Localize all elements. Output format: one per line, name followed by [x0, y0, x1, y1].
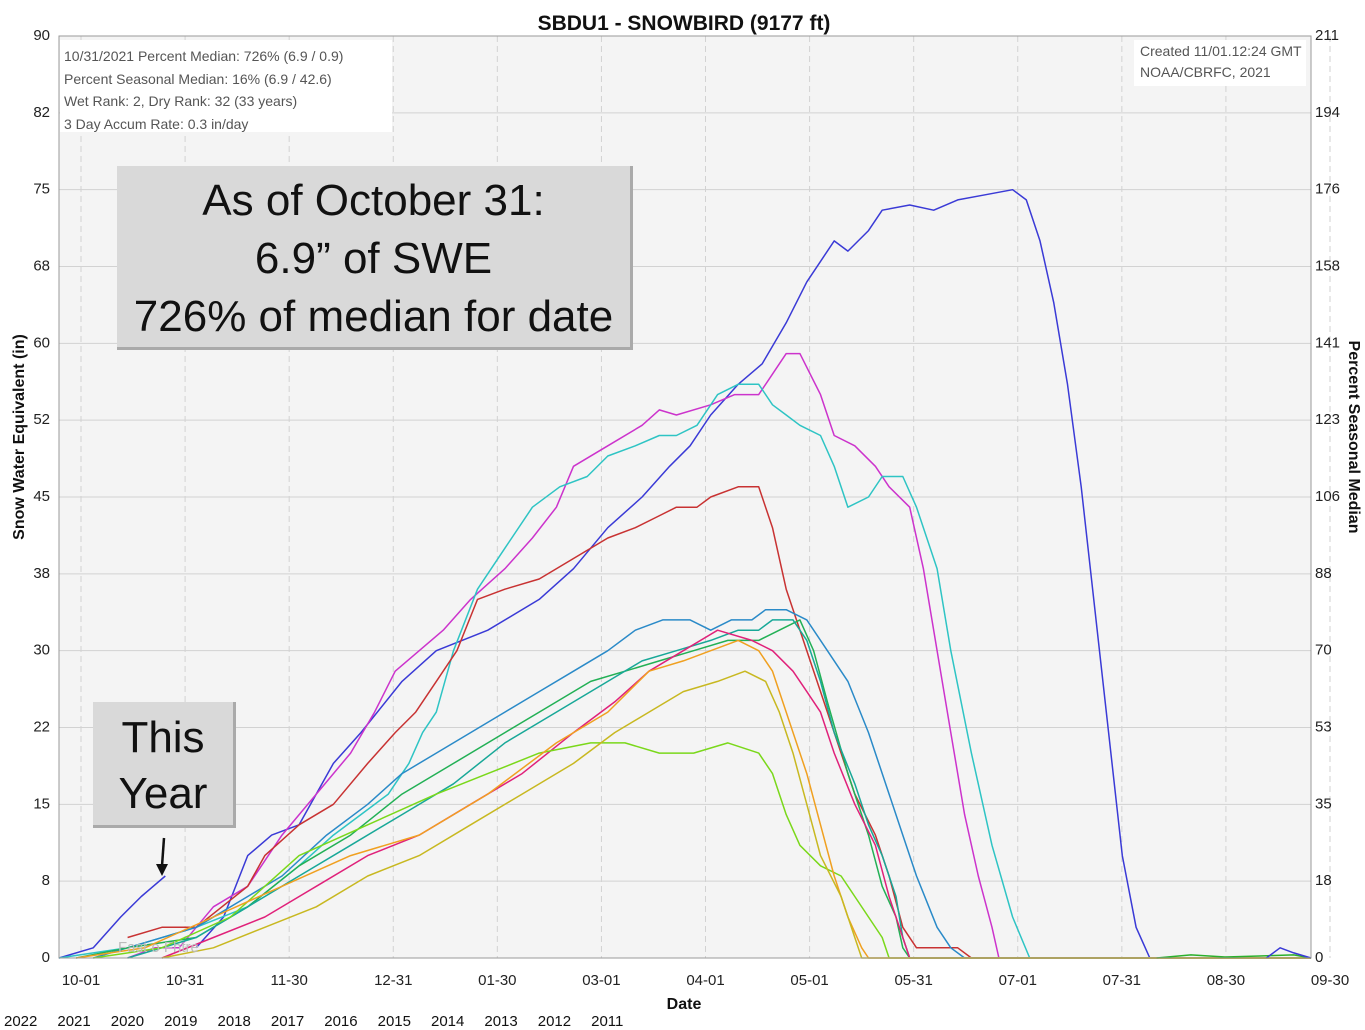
y-tick-label: 22 [33, 719, 50, 736]
series-line-3 [58, 383, 1311, 959]
this-year-callout: This Year [93, 702, 236, 828]
x-tick-label: 05-01 [790, 972, 828, 989]
legend-entry: 2019 [164, 1013, 198, 1030]
swe-callout-line: 726% of median for date [133, 292, 614, 341]
legend-entry: 2011 [591, 1013, 624, 1030]
credit-box [1134, 40, 1306, 86]
info-line: Percent Seasonal Median: 16% (6.9 / 42.6… [64, 71, 332, 87]
x-axis-label: Date [667, 996, 702, 1013]
x-tick-label: 05-31 [894, 972, 932, 989]
y2-tick-label: 194 [1315, 104, 1340, 121]
y2-tick-labels: 0 18 35 53 70 88 106 123 141 158 176 194 211 [1315, 27, 1340, 966]
x-tick-label: 03-01 [582, 972, 620, 989]
credit-line: NOAA/CBRFC, 2021 [1140, 64, 1271, 80]
legend-entry: 2012 [537, 1013, 572, 1030]
y-tick-label: 45 [33, 488, 50, 505]
series-line-6 [76, 619, 1311, 959]
y-tick-label: 52 [33, 411, 50, 428]
x-tick-label: 09-30 [1311, 972, 1349, 989]
y2-tick-label: 53 [1315, 719, 1332, 736]
legend-entry: 2013 [484, 1013, 518, 1030]
y-tick-label: 82 [33, 104, 50, 121]
y-tick-label: 60 [33, 334, 50, 351]
series-line-7 [127, 619, 1311, 959]
series-line-5 [93, 608, 1311, 959]
legend-entry: 2014 [431, 1013, 465, 1030]
series-line-8 [161, 629, 1311, 959]
y2-tick-label: 211 [1315, 27, 1339, 44]
y2-axis-label: Percent Seasonal Median [1345, 341, 1362, 534]
y-axis-label: Snow Water Equivalent (in) [11, 334, 28, 540]
y-tick-label: 38 [33, 565, 50, 582]
y-tick-label: 0 [42, 949, 50, 966]
legend-entry: 2020 [110, 1013, 145, 1030]
y2-tick-label: 18 [1315, 872, 1332, 889]
x-tick-label: 11-30 [271, 972, 308, 989]
y-tick-label: 15 [33, 795, 50, 812]
y-tick-label: 75 [33, 181, 50, 198]
swe-callout-line: As of October 31: [202, 176, 545, 225]
series-line-9 [93, 742, 1311, 959]
y2-tick-label: 0 [1315, 949, 1323, 966]
plot-border [58, 35, 1312, 959]
faint-label: Fast ο Fhtre [118, 939, 199, 956]
series-line-11 [161, 670, 1311, 959]
x-tick-label: 08-30 [1207, 972, 1245, 989]
x-tick-label: 01-30 [478, 972, 516, 989]
x-tick-label: 07-01 [999, 972, 1037, 989]
series-line-10 [76, 639, 1311, 959]
credit-line: Created 11/01.12:24 GMT [1140, 43, 1302, 59]
x-tick-label: 12-31 [374, 972, 412, 989]
legend-entry: 2017 [270, 1013, 305, 1030]
series-line-12 [1156, 954, 1312, 959]
y2-tick-label: 70 [1315, 642, 1332, 659]
x-tick-labels: 10-01 10-31 11-30 12-31 01-30 03-01 04-01 05-01… [62, 972, 1349, 989]
this-year-callout-line: Year [118, 769, 208, 818]
info-box [60, 40, 392, 132]
info-line: Wet Rank: 2, Dry Rank: 32 (33 years) [64, 93, 297, 109]
legend-entry: 2016 [324, 1013, 358, 1030]
series-line-1 [195, 188, 1311, 959]
legend-entry: 2022 [4, 1013, 38, 1030]
series-line-13 [1265, 947, 1312, 959]
y2-tick-label: 158 [1315, 258, 1340, 275]
legend-entry: 2015 [377, 1013, 411, 1030]
swe-callout-line: 6.9” of SWE [254, 234, 493, 283]
y-tick-label: 90 [33, 27, 50, 44]
series-lines [58, 188, 1312, 959]
y2-tick-label: 123 [1315, 411, 1340, 428]
x-tick-label: 04-01 [686, 972, 724, 989]
x-tick-label: 10-31 [166, 972, 204, 989]
y2-tick-label: 141 [1315, 334, 1340, 351]
series-line-0 [58, 875, 166, 959]
legend-entry: 2018 [217, 1013, 251, 1030]
y-tick-label: 68 [33, 258, 50, 275]
legend-entry: 2021 [57, 1013, 91, 1030]
y2-tick-label: 35 [1315, 795, 1332, 812]
this-year-callout-line: This [121, 713, 205, 762]
info-line: 10/31/2021 Percent Median: 726% (6.9 / 0… [64, 48, 343, 64]
y2-tick-label: 176 [1315, 181, 1340, 198]
y2-tick-label: 88 [1315, 565, 1332, 582]
legend: 2022 2021 2020 2019 2018 2017 2016 2015 2014 2013… [4, 1013, 643, 1030]
y-tick-label: 8 [42, 872, 50, 889]
y-tick-labels: 0 8 15 22 30 38 45 52 60 68 75 82 90 [33, 27, 50, 966]
this-year-arrowhead [156, 864, 168, 876]
x-tick-label: 07-31 [1103, 972, 1141, 989]
series-line-2 [127, 352, 1311, 959]
x-tick-label: 10-01 [62, 972, 100, 989]
this-year-arrow [160, 837, 166, 867]
y2-tick-label: 106 [1315, 488, 1340, 505]
y-tick-label: 30 [33, 642, 50, 659]
swe-callout: As of October 31: 6.9” of SWE 726% of me… [117, 166, 633, 350]
chart-title: SBDU1 - SNOWBIRD (9177 ft) [538, 12, 831, 35]
info-line: 3 Day Accum Rate: 0.3 in/day [64, 116, 248, 132]
